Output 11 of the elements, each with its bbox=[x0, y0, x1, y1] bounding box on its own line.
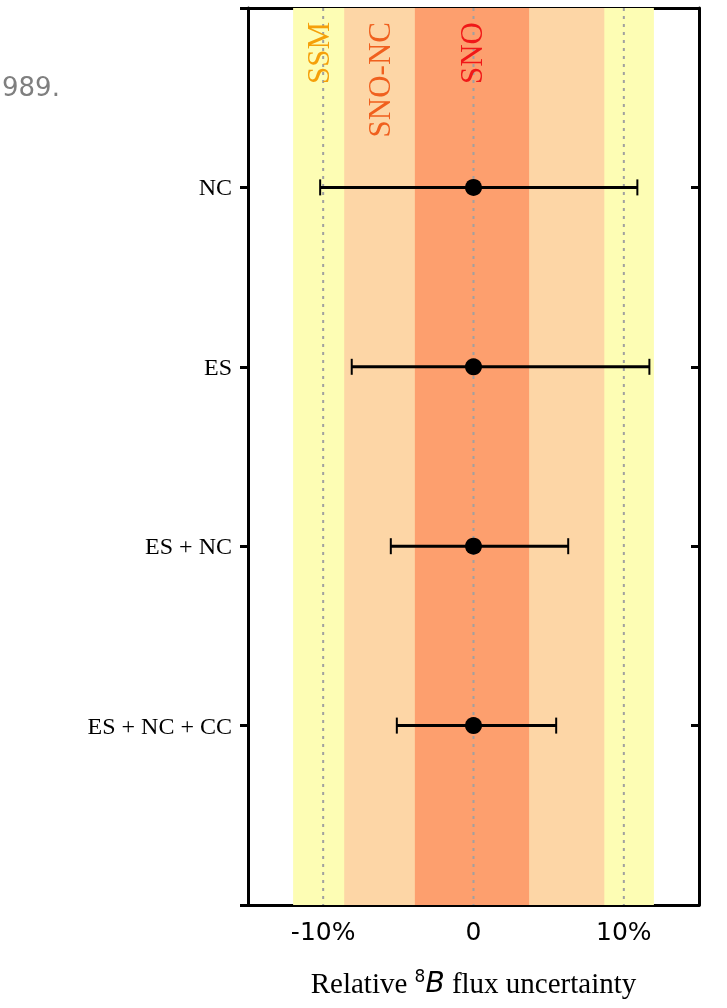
band-label: SSM bbox=[301, 22, 337, 85]
x-tick-label: -10% bbox=[290, 917, 356, 946]
text: 989. bbox=[2, 72, 60, 102]
y-tick-label: NC bbox=[198, 174, 232, 201]
band-label: SNO bbox=[454, 22, 490, 85]
band-label: SNO-NC bbox=[362, 22, 398, 138]
x-tick-label: 10% bbox=[596, 917, 652, 946]
y-tick-label: ES + NC bbox=[145, 533, 232, 560]
y-tick-label: ES + NC + CC bbox=[87, 712, 232, 739]
x-tick-label: 0 bbox=[465, 917, 482, 946]
y-tick-label: ES bbox=[203, 353, 232, 380]
